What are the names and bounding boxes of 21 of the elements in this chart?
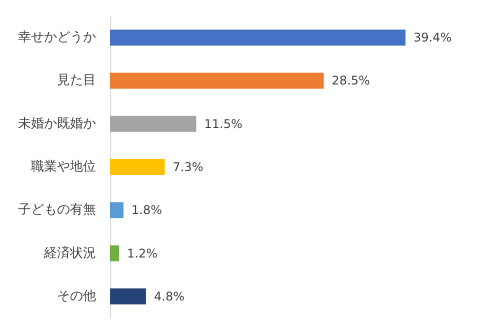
- y-tick-label: その他: [57, 288, 96, 304]
- y-tick-label: 経済状況: [43, 244, 96, 261]
- data-label: 39.4%: [414, 30, 452, 45]
- bar: [110, 245, 119, 262]
- y-tick-label: 幸せかどうか: [18, 30, 96, 46]
- y-tick-label: 子どもの有無: [18, 202, 96, 218]
- data-label: 1.8%: [132, 203, 162, 218]
- bar: [110, 288, 146, 304]
- data-label: 11.5%: [204, 116, 242, 131]
- y-tick-label: 職業や地位: [31, 160, 96, 174]
- data-label: 28.5%: [332, 74, 370, 88]
- bar: [110, 159, 165, 175]
- data-label: 4.8%: [154, 289, 184, 304]
- data-label: 1.2%: [127, 246, 158, 260]
- y-tick-label: 見た目: [57, 73, 96, 88]
- bar: [110, 30, 406, 46]
- bar: [110, 116, 196, 132]
- y-tick-label: 未婚か既婚か: [18, 116, 96, 132]
- data-label: 7.3%: [172, 160, 204, 174]
- bar: [110, 72, 324, 89]
- bar: [110, 202, 124, 218]
